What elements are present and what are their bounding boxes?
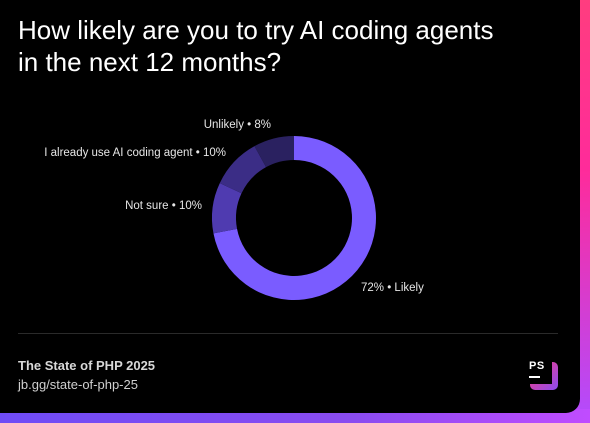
- slice-label-not-sure: Not sure • 10%: [125, 200, 202, 212]
- slice-label-unlikely: Unlikely • 8%: [204, 119, 271, 131]
- source-title: The State of PHP 2025: [18, 358, 156, 373]
- source-link[interactable]: jb.gg/state-of-php-25: [18, 377, 138, 392]
- donut-slice-unlikely: [254, 136, 294, 168]
- slice-label-i-already-use-ai-coding-agent: I already use AI coding agent • 10%: [44, 147, 226, 159]
- donut-chart: 72% • Likely Not sure • 10% I already use …: [44, 119, 424, 300]
- footer-divider: [18, 333, 558, 334]
- chart-title: How likely are you to try AI coding agen…: [18, 14, 538, 78]
- chart-card: How likely are you to try AI coding agen…: [0, 0, 580, 413]
- logo-bar: [529, 376, 540, 378]
- donut-slice-likely: [213, 136, 376, 300]
- slice-label-likely: 72% • Likely: [361, 282, 424, 294]
- phpstorm-logo-icon: PS: [524, 356, 558, 390]
- donut-slice-i-already-use-ai-coding-agent: [219, 146, 267, 194]
- logo-front: PS: [524, 356, 552, 384]
- chart-title-line-2: in the next 12 months?: [18, 47, 282, 77]
- donut-slice-not-sure: [212, 183, 242, 234]
- chart-title-line-1: How likely are you to try AI coding agen…: [18, 15, 494, 45]
- logo-text: PS: [529, 360, 545, 372]
